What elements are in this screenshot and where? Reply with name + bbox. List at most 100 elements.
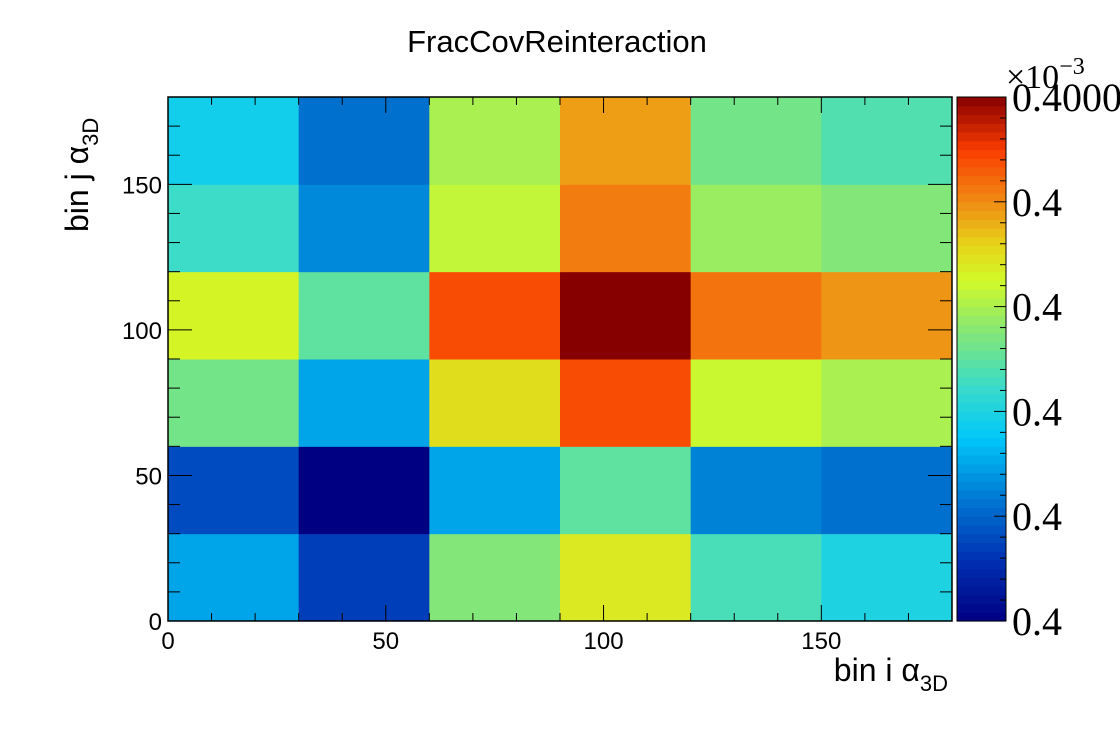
colorbar-segment [957, 262, 1006, 273]
colorbar-frame [956, 96, 1007, 622]
colorbar-segment [957, 446, 1006, 456]
colorbar-segment [957, 289, 1006, 299]
heatmap-cell-3-1 [298, 271, 430, 360]
colorbar-segment [957, 516, 1006, 526]
colorbar-segment [957, 324, 1006, 334]
colorbar-segment [957, 210, 1006, 220]
colorbar-segment [957, 236, 1006, 247]
colorbar-segment [957, 166, 1006, 177]
colorbar-segment [957, 577, 1006, 587]
chart-title: FracCovReinteraction [407, 24, 707, 59]
colorbar-segment [957, 420, 1006, 430]
heatmap-cell-4-2 [429, 184, 561, 273]
colorbar-segment [957, 533, 1006, 543]
colorbar-segment [957, 603, 1006, 613]
heatmap-cell-3-2 [429, 271, 561, 360]
heatmap-cell-0-3 [560, 533, 692, 622]
heatmap-cell-1-1 [298, 446, 430, 535]
colorbar-segment [957, 140, 1006, 150]
heatmap-cell-4-0 [168, 184, 300, 273]
heatmap-cell-4-1 [298, 184, 430, 273]
colorbar-tick-label: 0.4 [1012, 180, 1062, 225]
y-axis-label-sub: 3D [78, 118, 103, 146]
colorbar-segment [957, 359, 1006, 369]
colorbar-segment [957, 123, 1006, 133]
heatmap-cell-3-3 [560, 271, 692, 360]
colorbar-segment [957, 490, 1006, 500]
x-tick-label: 100 [584, 628, 624, 655]
colorbar-segment [957, 131, 1006, 142]
colorbar-segment [957, 385, 1006, 395]
colorbar-segment [957, 271, 1006, 281]
colorbar-segment [957, 393, 1006, 404]
x-tick-label: 0 [161, 628, 174, 655]
heatmap-cell-0-4 [690, 533, 822, 622]
x-axis: 0 50 100 150 [161, 97, 953, 655]
y-tick-label: 100 [122, 318, 162, 345]
colorbar-exponent: ×10−3 [1006, 54, 1085, 96]
colorbar-segment [957, 245, 1006, 255]
colorbar-tick-label: 0.4 [1012, 494, 1062, 539]
colorbar-exponent-prefix: ×10 [1006, 59, 1059, 96]
colorbar-segment [957, 280, 1006, 290]
colorbar-segment [957, 507, 1006, 517]
heatmap-cell-5-1 [298, 97, 430, 185]
colorbar-segment [957, 297, 1006, 308]
heatmap-cell-2-5 [821, 359, 953, 447]
colorbar-segment [957, 97, 1006, 107]
colorbar-segment [957, 367, 1006, 378]
x-tick-label: 50 [372, 628, 399, 655]
colorbar-segment [957, 542, 1006, 552]
colorbar-segment [957, 559, 1006, 570]
y-tick-label: 150 [122, 172, 162, 199]
heatmap-cell-1-5 [821, 446, 953, 535]
heatmap-cell-0-0 [168, 533, 300, 622]
colorbar-segment [957, 332, 1006, 343]
colorbar-segment [957, 105, 1006, 116]
colorbar-segment [957, 428, 1006, 439]
heatmap-cell-5-3 [560, 97, 692, 185]
colorbar-segment [957, 463, 1006, 474]
y-axis: 0 50 100 150 [122, 96, 952, 636]
colorbar-segment [957, 411, 1006, 421]
title-box [345, 14, 770, 66]
x-axis-label: bin i α3D [834, 652, 948, 696]
colorbar-tick-label: 0.4 [1012, 285, 1062, 330]
colorbar-segment [957, 498, 1006, 509]
colorbar-segment [957, 376, 1006, 386]
colorbar-segment [957, 228, 1006, 238]
colorbar-segment [957, 201, 1006, 212]
heatmap-cell-3-5 [821, 271, 953, 360]
colorbar-segment [957, 586, 1006, 596]
colorbar-segment [957, 306, 1006, 316]
colorbar-segment [957, 219, 1006, 229]
heatmap-cell-0-1 [298, 533, 430, 622]
y-axis-label-main: bin j α [59, 146, 95, 232]
colorbar-segment [957, 114, 1006, 124]
x-axis-label-sub: 3D [920, 671, 948, 696]
colorbar-tick-label: 0.4 [1012, 599, 1062, 644]
heatmap-cell-2-4 [690, 359, 822, 447]
y-tick-label: 50 [135, 463, 162, 490]
colorbar-tick-label: 0.4000 [1012, 75, 1120, 120]
colorbar-exponent-power: −3 [1059, 54, 1085, 80]
colorbar-segment [957, 551, 1006, 561]
heatmap-cell-1-0 [168, 446, 300, 535]
y-tick-label: 0 [149, 609, 162, 636]
colorbar-segment [957, 175, 1006, 185]
heatmap-cell-2-0 [168, 359, 300, 447]
color-scale-bar: 0.4 0.4 0.4 0.4 0.4 0.4000 [956, 75, 1120, 644]
colorbar-segment [957, 612, 1006, 622]
colorbar-segment [957, 149, 1006, 159]
heatmap-cell-5-4 [690, 97, 822, 185]
heatmap-cell-4-4 [690, 184, 822, 273]
colorbar-segment [957, 594, 1006, 605]
y-axis-label: bin j α3D [59, 118, 103, 232]
heatmap-cell-5-5 [821, 97, 953, 185]
heatmap-cell-0-5 [821, 533, 953, 622]
colorbar-segment [957, 455, 1006, 465]
colorbar-segment [957, 472, 1006, 482]
heatmap-cell-5-0 [168, 97, 300, 185]
colorbar-segment [957, 437, 1006, 447]
colorbar-segment [957, 341, 1006, 351]
